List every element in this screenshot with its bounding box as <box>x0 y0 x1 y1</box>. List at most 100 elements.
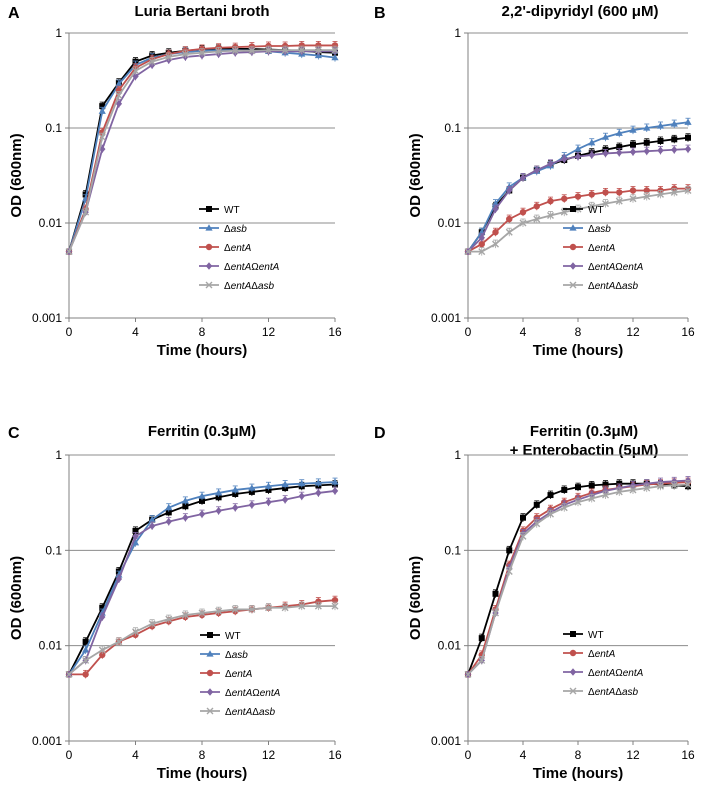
panel-a-data-point <box>331 46 339 54</box>
panel-d-legend-marker <box>570 631 576 637</box>
panel-a-data-point <box>98 133 106 141</box>
panel-d-data-point <box>464 670 472 678</box>
panel-c-data-point <box>99 613 106 621</box>
panel-d-data-point <box>602 491 609 499</box>
panel-b-data-point <box>601 133 610 140</box>
panel-a: A Luria Bertani broth 0.001 0.01 0.1 1 0 4 8 12 16… <box>8 3 342 359</box>
panel-b-data-point <box>533 215 541 223</box>
panel-c-xtick-label: 0 <box>66 748 73 762</box>
panel-a-data-point <box>132 67 139 75</box>
panel-c-xtick-label: 4 <box>132 748 139 762</box>
panel-c-data-point <box>281 604 289 612</box>
panel-c-data-point <box>198 609 206 617</box>
panel-b-data-point <box>684 118 692 125</box>
panel-c-ytick-label: 1 <box>55 448 62 462</box>
panel-c-data-point <box>215 494 222 501</box>
panel-c-data-point <box>314 602 322 610</box>
panel-b-legend-label: Δasb <box>588 224 611 235</box>
panel-c-data-point <box>181 611 189 619</box>
panel-b-data-point <box>588 138 596 146</box>
panel-c-data-point <box>232 503 239 512</box>
panel-b-title: 2,2'-dipyridyl (600 μM) <box>502 3 659 20</box>
panel-b-xtick-label: 0 <box>465 325 472 339</box>
panel-b-data-point <box>630 141 636 148</box>
panel-b-data-point <box>478 248 486 256</box>
panel-d-legend: WT ΔentA ΔentAΩentA ΔentAΔasb <box>563 630 644 698</box>
panel-d-data-point <box>643 484 651 492</box>
panel-c-data-point <box>132 532 139 541</box>
panel-b-data-point <box>588 202 596 210</box>
panel-a-legend-marker <box>206 206 212 212</box>
panel-d-data-point <box>615 488 623 496</box>
panel-c-data-point <box>198 510 206 518</box>
panel-b-data-point <box>629 187 637 194</box>
panel-b-data-point <box>616 189 623 196</box>
panel-c-series-1 <box>65 477 339 677</box>
panel-b-legend-marker <box>570 206 576 212</box>
panel-b-data-point <box>492 229 499 236</box>
panel-b-ytick-label: 0.01 <box>438 216 462 230</box>
panel-b-legend-label: ΔentAΩentA <box>588 262 644 273</box>
panel-b-data-point <box>643 147 650 155</box>
panel-b-legend-label: ΔentAΔasb <box>588 281 639 292</box>
panel-c-legend-label: ΔentA <box>225 669 253 680</box>
panel-b-data-point <box>519 208 527 216</box>
panel-a-letter: A <box>8 5 20 22</box>
panel-a-data-point <box>331 53 339 61</box>
panel-d-xtick-label: 4 <box>520 748 527 762</box>
panel-c-ytick-label: 0.01 <box>39 639 63 653</box>
panel-b-xtick-label: 4 <box>520 325 527 339</box>
panel-a-data-point <box>281 46 289 54</box>
panel-b-data-point <box>643 187 650 194</box>
panel-b-data-point <box>533 166 540 174</box>
panel-c-data-point <box>198 492 206 499</box>
panel-a-ytick-label: 1 <box>55 26 62 40</box>
panel-c-xtick-label: 12 <box>262 748 276 762</box>
panel-b-xtick-label: 12 <box>626 325 640 339</box>
panel-a-legend-label: WT <box>224 205 240 216</box>
panel-b-data-point <box>602 189 609 196</box>
panel-d-legend-marker <box>569 649 577 657</box>
panel-b-data-point <box>616 148 623 157</box>
panel-d-data-point <box>574 498 582 506</box>
panel-c-title: Ferritin (0.3μM) <box>148 423 256 440</box>
panel-b-data-point <box>506 186 513 195</box>
panel-c-legend-marker <box>206 650 214 657</box>
panel-d-data-point <box>670 481 678 489</box>
panel-c-xtick-label: 8 <box>199 748 206 762</box>
panel-c-data-point <box>265 604 272 612</box>
panel-d-xtick-label: 0 <box>465 748 472 762</box>
panel-b-data-point <box>492 205 499 213</box>
panel-b-data-point <box>657 190 664 198</box>
panel-b-data-point <box>505 228 513 236</box>
panel-c-data-point <box>298 479 306 487</box>
panel-a-xtick-label: 8 <box>199 325 206 339</box>
panel-d-data-point <box>560 504 568 512</box>
panel-b-legend-marker <box>569 243 577 251</box>
panel-b-data-point <box>574 145 582 152</box>
panel-b-data-point <box>491 199 500 207</box>
panel-b-data-point <box>519 219 527 227</box>
panel-c-data-point <box>165 503 173 511</box>
panel-c-data-point <box>331 478 339 485</box>
panel-a-xtick-label: 16 <box>328 325 342 339</box>
panel-c-legend: WT Δasb ΔentA ΔentAΩentA ΔentAΔasb <box>200 631 281 718</box>
panel-a-series-line <box>68 49 335 252</box>
panel-b-data-point <box>588 151 595 159</box>
panel-c-x-axis-title: Time (hours) <box>157 765 248 782</box>
panel-d-title-line2: + Enterobactin (5μM) <box>510 442 659 459</box>
panel-d-data-point <box>588 494 596 502</box>
panel-c-data-point <box>115 575 123 583</box>
panel-d: D Ferritin (0.3μM) + Enterobactin (5μM) 0.0… <box>374 423 695 782</box>
panel-d-xtick-label: 8 <box>575 748 582 762</box>
panel-c-data-point <box>99 604 106 611</box>
panel-b-data-point <box>547 197 554 205</box>
panel-d-data-point <box>547 510 554 518</box>
panel-d-ytick-label: 1 <box>454 448 461 462</box>
panel-b-legend-label: WT <box>588 205 604 216</box>
panel-a-legend-marker <box>205 243 213 251</box>
panel-c-data-point <box>182 503 189 510</box>
panel-b-data-point <box>506 215 513 223</box>
panel-c-legend-label: WT <box>225 631 241 642</box>
panel-a-data-point <box>65 248 73 256</box>
